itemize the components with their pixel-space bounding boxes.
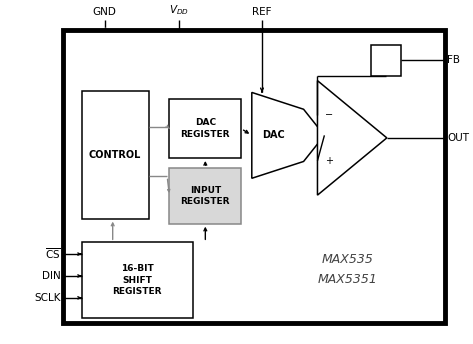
Text: INPUT
REGISTER: INPUT REGISTER <box>181 185 230 206</box>
Text: CONTROL: CONTROL <box>89 150 141 160</box>
Text: $\overline{\mathsf{CS}}$: $\overline{\mathsf{CS}}$ <box>45 247 61 261</box>
Text: DIN: DIN <box>42 271 61 281</box>
FancyBboxPatch shape <box>169 99 241 158</box>
FancyBboxPatch shape <box>82 242 193 318</box>
Text: GND: GND <box>93 7 117 17</box>
Text: DAC: DAC <box>262 130 284 140</box>
Text: +: + <box>325 156 333 166</box>
FancyBboxPatch shape <box>63 30 445 323</box>
Polygon shape <box>317 80 387 195</box>
Polygon shape <box>252 93 324 178</box>
Text: OUT: OUT <box>447 133 469 143</box>
Text: FB: FB <box>447 55 460 65</box>
Text: $V_{DD}$: $V_{DD}$ <box>169 3 189 17</box>
Text: 16-BIT
SHIFT
REGISTER: 16-BIT SHIFT REGISTER <box>113 264 162 297</box>
FancyBboxPatch shape <box>82 91 149 219</box>
Text: DAC
REGISTER: DAC REGISTER <box>181 118 230 139</box>
Text: MAX535: MAX535 <box>322 252 374 266</box>
FancyBboxPatch shape <box>371 45 401 76</box>
Text: REF: REF <box>252 7 272 17</box>
Text: −: − <box>325 110 333 120</box>
Text: MAX5351: MAX5351 <box>317 273 377 286</box>
FancyBboxPatch shape <box>169 168 241 224</box>
Text: SCLK: SCLK <box>35 293 61 303</box>
